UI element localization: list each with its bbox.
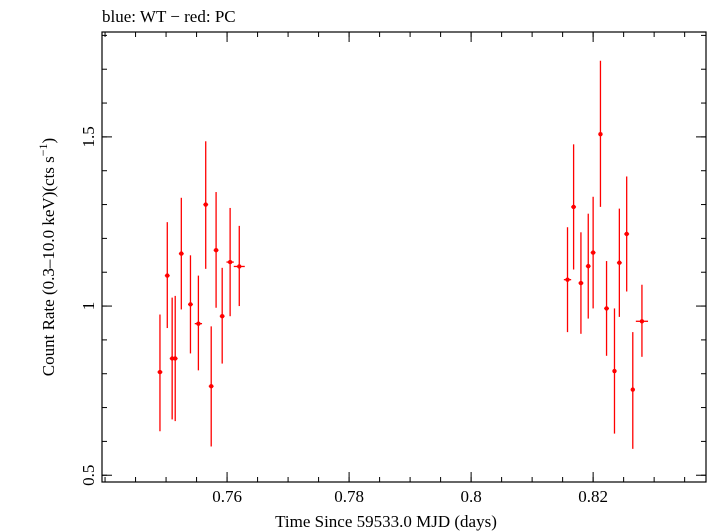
- point-marker: [179, 251, 184, 256]
- y-tick-label: 0.5: [79, 465, 98, 486]
- y-axis-label-close: ): [39, 138, 58, 144]
- data-point: [203, 141, 209, 269]
- x-tick-label: 0.82: [578, 487, 608, 506]
- data-point: [630, 332, 635, 449]
- point-marker: [624, 231, 629, 237]
- data-point: [178, 197, 184, 310]
- data-point: [226, 207, 234, 317]
- data-point: [194, 275, 203, 371]
- point-marker: [165, 273, 170, 278]
- data-point: [635, 284, 649, 357]
- data-point: [578, 232, 584, 334]
- data-point: [188, 255, 193, 354]
- data-point: [616, 208, 622, 317]
- data-point: [585, 213, 591, 319]
- axis-ticks: [102, 32, 706, 482]
- point-marker: [617, 260, 622, 265]
- point-marker: [639, 319, 645, 324]
- point-marker: [213, 248, 219, 253]
- y-axis-label: Count Rate (0.3–10.0 keV)(cts s−1): [36, 138, 58, 376]
- point-marker: [586, 263, 591, 269]
- data-point: [219, 267, 225, 364]
- data-point: [612, 308, 617, 434]
- point-marker: [571, 204, 576, 210]
- data-point: [208, 326, 214, 447]
- x-tick-label: 0.78: [334, 487, 364, 506]
- chart-title: blue: WT − red: PC: [102, 7, 236, 26]
- point-marker: [630, 387, 635, 392]
- y-tick-label: 1: [79, 302, 98, 311]
- data-point: [624, 176, 630, 292]
- point-marker: [590, 250, 596, 255]
- point-marker: [196, 321, 201, 326]
- plot-frame: [101, 31, 707, 483]
- point-marker: [565, 277, 570, 282]
- data-point: [590, 196, 596, 309]
- point-marker: [598, 131, 603, 137]
- x-axis-label: Time Since 59533.0 MJD (days): [275, 512, 497, 531]
- point-marker: [612, 368, 617, 374]
- point-marker: [209, 384, 214, 389]
- axis-tick-labels: 0.76 0.78 0.8 0.82 0.5 1 1.5: [79, 126, 608, 506]
- point-marker: [169, 356, 175, 361]
- data-point: [172, 295, 178, 422]
- data-point: [157, 314, 163, 432]
- point-marker: [219, 314, 225, 319]
- point-marker: [604, 306, 609, 311]
- data-point: [563, 227, 572, 333]
- data-point: [164, 222, 170, 329]
- point-marker: [173, 356, 178, 361]
- y-axis-label-exponent: −1: [36, 143, 50, 156]
- point-marker: [227, 259, 233, 265]
- y-tick-label: 1.5: [79, 126, 98, 147]
- data-point: [604, 261, 609, 356]
- x-tick-label: 0.8: [460, 487, 481, 506]
- point-marker: [237, 264, 242, 269]
- x-tick-label: 0.76: [212, 487, 242, 506]
- data-points: [157, 60, 649, 449]
- data-point: [169, 297, 175, 420]
- data-point: [571, 144, 577, 270]
- y-axis-label-main: Count Rate (0.3–10.0 keV)(cts s: [39, 156, 58, 376]
- data-point: [598, 60, 603, 207]
- point-marker: [157, 369, 163, 375]
- point-marker: [203, 202, 208, 207]
- data-point: [233, 225, 245, 307]
- data-point: [213, 192, 219, 308]
- point-marker: [578, 280, 584, 286]
- point-marker: [188, 302, 193, 307]
